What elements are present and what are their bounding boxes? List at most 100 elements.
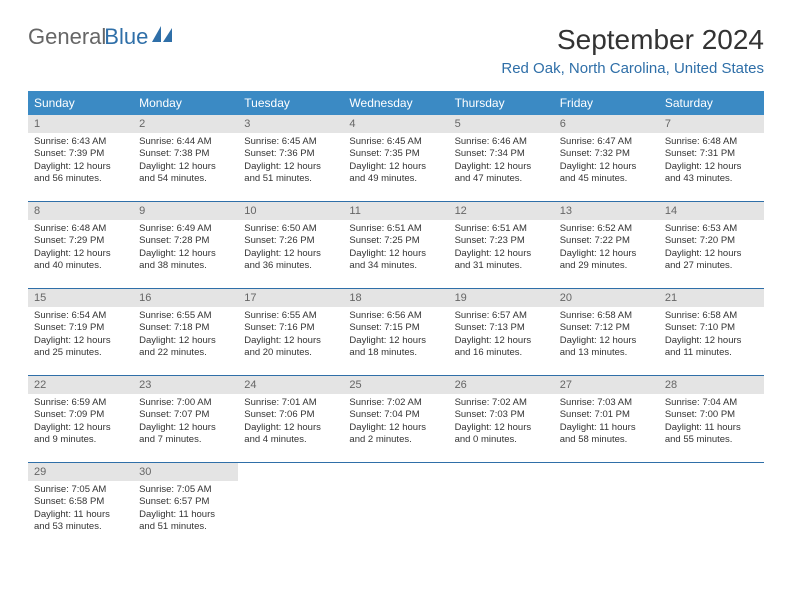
day-number: 4	[343, 115, 448, 133]
day-sunrise: Sunrise: 6:46 AM	[455, 136, 548, 148]
day-sunset: Sunset: 7:36 PM	[244, 148, 337, 160]
day-sunset: Sunset: 7:23 PM	[455, 235, 548, 247]
day-sunrise: Sunrise: 7:02 AM	[455, 397, 548, 409]
day-cell: 2Sunrise: 6:44 AMSunset: 7:38 PMDaylight…	[133, 115, 238, 201]
day-dl1: Daylight: 11 hours	[560, 422, 653, 434]
day-sunrise: Sunrise: 6:48 AM	[34, 223, 127, 235]
day-body: Sunrise: 7:05 AMSunset: 6:58 PMDaylight:…	[28, 481, 133, 539]
day-number: 19	[449, 289, 554, 307]
day-body: Sunrise: 6:59 AMSunset: 7:09 PMDaylight:…	[28, 394, 133, 452]
day-sunset: Sunset: 7:15 PM	[349, 322, 442, 334]
day-number: 28	[659, 376, 764, 394]
day-dl1: Daylight: 12 hours	[139, 335, 232, 347]
day-cell: 26Sunrise: 7:02 AMSunset: 7:03 PMDayligh…	[449, 376, 554, 462]
day-dl2: and 11 minutes.	[665, 347, 758, 359]
day-dl1: Daylight: 12 hours	[665, 248, 758, 260]
day-sunrise: Sunrise: 7:05 AM	[34, 484, 127, 496]
day-dl1: Daylight: 12 hours	[349, 248, 442, 260]
week-row: 22Sunrise: 6:59 AMSunset: 7:09 PMDayligh…	[28, 376, 764, 463]
day-sunrise: Sunrise: 6:55 AM	[139, 310, 232, 322]
day-dl2: and 9 minutes.	[34, 434, 127, 446]
day-dl1: Daylight: 12 hours	[665, 161, 758, 173]
day-dl2: and 45 minutes.	[560, 173, 653, 185]
weekday-header: Saturday	[659, 91, 764, 115]
day-number: 22	[28, 376, 133, 394]
logo: GeneralBlue	[28, 24, 174, 50]
day-body: Sunrise: 6:51 AMSunset: 7:25 PMDaylight:…	[343, 220, 448, 278]
day-number: 15	[28, 289, 133, 307]
day-sunset: Sunset: 7:35 PM	[349, 148, 442, 160]
weekday-header: Thursday	[449, 91, 554, 115]
day-cell: 25Sunrise: 7:02 AMSunset: 7:04 PMDayligh…	[343, 376, 448, 462]
day-dl1: Daylight: 12 hours	[34, 248, 127, 260]
day-sunset: Sunset: 7:01 PM	[560, 409, 653, 421]
day-body: Sunrise: 7:01 AMSunset: 7:06 PMDaylight:…	[238, 394, 343, 452]
day-cell: 19Sunrise: 6:57 AMSunset: 7:13 PMDayligh…	[449, 289, 554, 375]
day-dl2: and 53 minutes.	[34, 521, 127, 533]
day-sunrise: Sunrise: 7:00 AM	[139, 397, 232, 409]
day-dl1: Daylight: 12 hours	[139, 248, 232, 260]
day-dl1: Daylight: 12 hours	[34, 161, 127, 173]
day-dl1: Daylight: 12 hours	[244, 422, 337, 434]
day-sunrise: Sunrise: 7:01 AM	[244, 397, 337, 409]
day-sunrise: Sunrise: 6:55 AM	[244, 310, 337, 322]
day-cell	[449, 463, 554, 549]
day-number: 9	[133, 202, 238, 220]
day-sunset: Sunset: 7:39 PM	[34, 148, 127, 160]
month-title: September 2024	[501, 24, 764, 56]
week-row: 29Sunrise: 7:05 AMSunset: 6:58 PMDayligh…	[28, 463, 764, 549]
day-sunrise: Sunrise: 6:45 AM	[244, 136, 337, 148]
day-dl2: and 51 minutes.	[244, 173, 337, 185]
week-row: 1Sunrise: 6:43 AMSunset: 7:39 PMDaylight…	[28, 115, 764, 202]
day-dl2: and 40 minutes.	[34, 260, 127, 272]
day-number: 1	[28, 115, 133, 133]
day-number: 3	[238, 115, 343, 133]
day-body: Sunrise: 6:58 AMSunset: 7:12 PMDaylight:…	[554, 307, 659, 365]
day-number: 11	[343, 202, 448, 220]
day-dl2: and 38 minutes.	[139, 260, 232, 272]
calendar-body: 1Sunrise: 6:43 AMSunset: 7:39 PMDaylight…	[28, 115, 764, 549]
day-sunrise: Sunrise: 6:51 AM	[455, 223, 548, 235]
day-sunrise: Sunrise: 6:48 AM	[665, 136, 758, 148]
weekday-header-row: Sunday Monday Tuesday Wednesday Thursday…	[28, 91, 764, 115]
weekday-header: Friday	[554, 91, 659, 115]
day-body: Sunrise: 6:47 AMSunset: 7:32 PMDaylight:…	[554, 133, 659, 191]
day-sunset: Sunset: 7:00 PM	[665, 409, 758, 421]
day-body: Sunrise: 7:00 AMSunset: 7:07 PMDaylight:…	[133, 394, 238, 452]
day-dl1: Daylight: 11 hours	[665, 422, 758, 434]
day-body: Sunrise: 7:02 AMSunset: 7:03 PMDaylight:…	[449, 394, 554, 452]
day-cell: 11Sunrise: 6:51 AMSunset: 7:25 PMDayligh…	[343, 202, 448, 288]
day-body: Sunrise: 6:46 AMSunset: 7:34 PMDaylight:…	[449, 133, 554, 191]
day-cell: 24Sunrise: 7:01 AMSunset: 7:06 PMDayligh…	[238, 376, 343, 462]
day-sunset: Sunset: 6:57 PM	[139, 496, 232, 508]
day-number: 2	[133, 115, 238, 133]
day-number: 6	[554, 115, 659, 133]
day-number: 27	[554, 376, 659, 394]
day-number: 21	[659, 289, 764, 307]
day-number: 26	[449, 376, 554, 394]
day-sunrise: Sunrise: 6:50 AM	[244, 223, 337, 235]
day-cell: 3Sunrise: 6:45 AMSunset: 7:36 PMDaylight…	[238, 115, 343, 201]
day-dl2: and 51 minutes.	[139, 521, 232, 533]
day-cell: 21Sunrise: 6:58 AMSunset: 7:10 PMDayligh…	[659, 289, 764, 375]
day-cell: 17Sunrise: 6:55 AMSunset: 7:16 PMDayligh…	[238, 289, 343, 375]
day-number: 20	[554, 289, 659, 307]
day-dl1: Daylight: 12 hours	[244, 335, 337, 347]
day-number: 17	[238, 289, 343, 307]
day-dl1: Daylight: 12 hours	[455, 161, 548, 173]
day-dl2: and 16 minutes.	[455, 347, 548, 359]
day-sunset: Sunset: 7:32 PM	[560, 148, 653, 160]
day-dl2: and 34 minutes.	[349, 260, 442, 272]
day-sunset: Sunset: 7:06 PM	[244, 409, 337, 421]
day-body: Sunrise: 7:02 AMSunset: 7:04 PMDaylight:…	[343, 394, 448, 452]
day-sunset: Sunset: 7:03 PM	[455, 409, 548, 421]
day-cell	[554, 463, 659, 549]
day-number: 14	[659, 202, 764, 220]
day-cell: 13Sunrise: 6:52 AMSunset: 7:22 PMDayligh…	[554, 202, 659, 288]
day-dl1: Daylight: 12 hours	[349, 422, 442, 434]
day-cell: 20Sunrise: 6:58 AMSunset: 7:12 PMDayligh…	[554, 289, 659, 375]
day-number: 13	[554, 202, 659, 220]
day-sunrise: Sunrise: 7:04 AM	[665, 397, 758, 409]
day-cell: 30Sunrise: 7:05 AMSunset: 6:57 PMDayligh…	[133, 463, 238, 549]
weekday-header: Sunday	[28, 91, 133, 115]
